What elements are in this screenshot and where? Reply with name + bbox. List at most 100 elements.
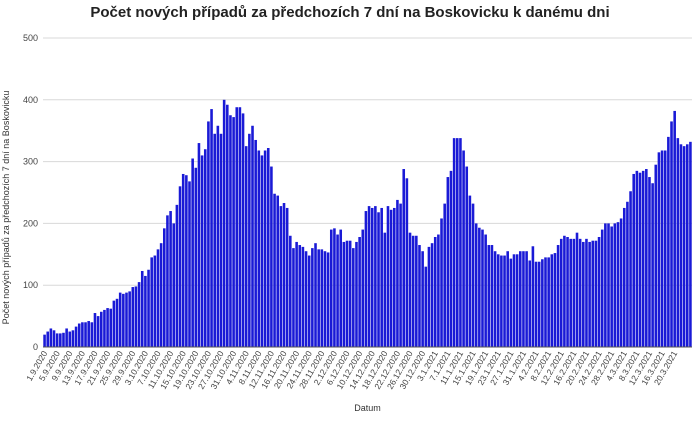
bar	[99, 311, 103, 347]
bar	[270, 166, 273, 347]
bar	[342, 241, 346, 347]
bar	[147, 269, 150, 347]
bar	[604, 223, 607, 347]
bar	[172, 223, 176, 347]
bar	[178, 186, 182, 347]
bar	[607, 223, 610, 347]
bar	[260, 155, 264, 347]
bar	[610, 226, 613, 347]
bar	[329, 229, 333, 347]
bar	[645, 169, 648, 347]
bar	[380, 207, 383, 347]
bar	[528, 260, 532, 347]
bar	[689, 141, 692, 347]
bar	[569, 238, 572, 347]
bar	[216, 125, 220, 347]
bar	[188, 181, 191, 347]
bar	[65, 328, 68, 347]
bar	[629, 191, 632, 347]
bar	[446, 177, 450, 347]
bar	[430, 243, 434, 347]
bar	[663, 150, 667, 347]
bar	[248, 133, 251, 347]
bar	[408, 232, 412, 347]
bar	[163, 228, 166, 347]
bar	[541, 259, 544, 347]
bar	[355, 241, 358, 347]
bar	[46, 331, 50, 347]
bar	[229, 115, 232, 347]
bar	[118, 292, 122, 347]
bar	[515, 254, 519, 347]
bar	[140, 270, 144, 347]
bar	[159, 243, 163, 347]
bar	[336, 234, 339, 347]
y-axis-label: Počet nových případů za předchozích 7 dn…	[1, 91, 11, 325]
y-tick-label: 500	[23, 33, 38, 43]
bar	[632, 173, 635, 347]
bar	[676, 138, 680, 347]
bar	[619, 218, 623, 347]
bar	[459, 138, 462, 347]
bar	[289, 235, 292, 347]
bar	[503, 255, 506, 347]
bar	[370, 207, 374, 347]
bar	[437, 234, 440, 347]
bar	[433, 237, 437, 347]
bar	[191, 158, 194, 347]
bar	[112, 300, 116, 347]
bar	[613, 223, 617, 347]
bar	[418, 245, 421, 347]
bar	[500, 255, 503, 347]
bar	[84, 322, 87, 347]
bar	[597, 237, 601, 347]
x-axis-ticks: 1.9.20205.9.20209.9.202013.9.202017.9.20…	[24, 349, 679, 391]
bar	[203, 149, 207, 347]
bar	[544, 257, 547, 347]
bar	[62, 332, 65, 347]
bar	[339, 229, 343, 347]
bar	[156, 249, 160, 347]
bar	[626, 201, 629, 347]
bar	[166, 215, 169, 347]
bar	[307, 255, 311, 347]
bar	[651, 183, 654, 347]
bar	[622, 207, 626, 347]
bar	[109, 308, 113, 347]
bar	[181, 173, 185, 347]
bar	[525, 251, 528, 347]
bar	[465, 166, 469, 347]
bar	[131, 287, 135, 347]
bar	[207, 121, 210, 348]
bar	[96, 316, 100, 347]
bar	[235, 107, 239, 347]
bar	[481, 229, 484, 347]
bar	[496, 254, 500, 347]
bar	[74, 326, 78, 347]
bar	[222, 99, 226, 347]
bar	[556, 245, 560, 347]
bar	[304, 251, 308, 347]
bar	[534, 261, 538, 347]
bar	[367, 206, 371, 347]
bar	[670, 121, 673, 348]
bar	[128, 291, 131, 347]
y-tick-label: 100	[23, 280, 38, 290]
bar	[200, 155, 204, 347]
bar	[106, 308, 109, 347]
bar	[673, 110, 676, 347]
bar	[427, 246, 431, 347]
bar	[226, 104, 229, 348]
bar	[522, 251, 525, 347]
bar	[185, 175, 188, 347]
y-axis-ticks: 0 100 200 300 400 500	[23, 33, 38, 352]
bar	[263, 150, 267, 347]
bar	[474, 223, 478, 347]
bar	[257, 150, 261, 347]
bar	[301, 246, 305, 347]
bar	[440, 218, 443, 347]
bar	[320, 249, 324, 347]
bar	[298, 245, 302, 347]
bar	[317, 249, 320, 347]
